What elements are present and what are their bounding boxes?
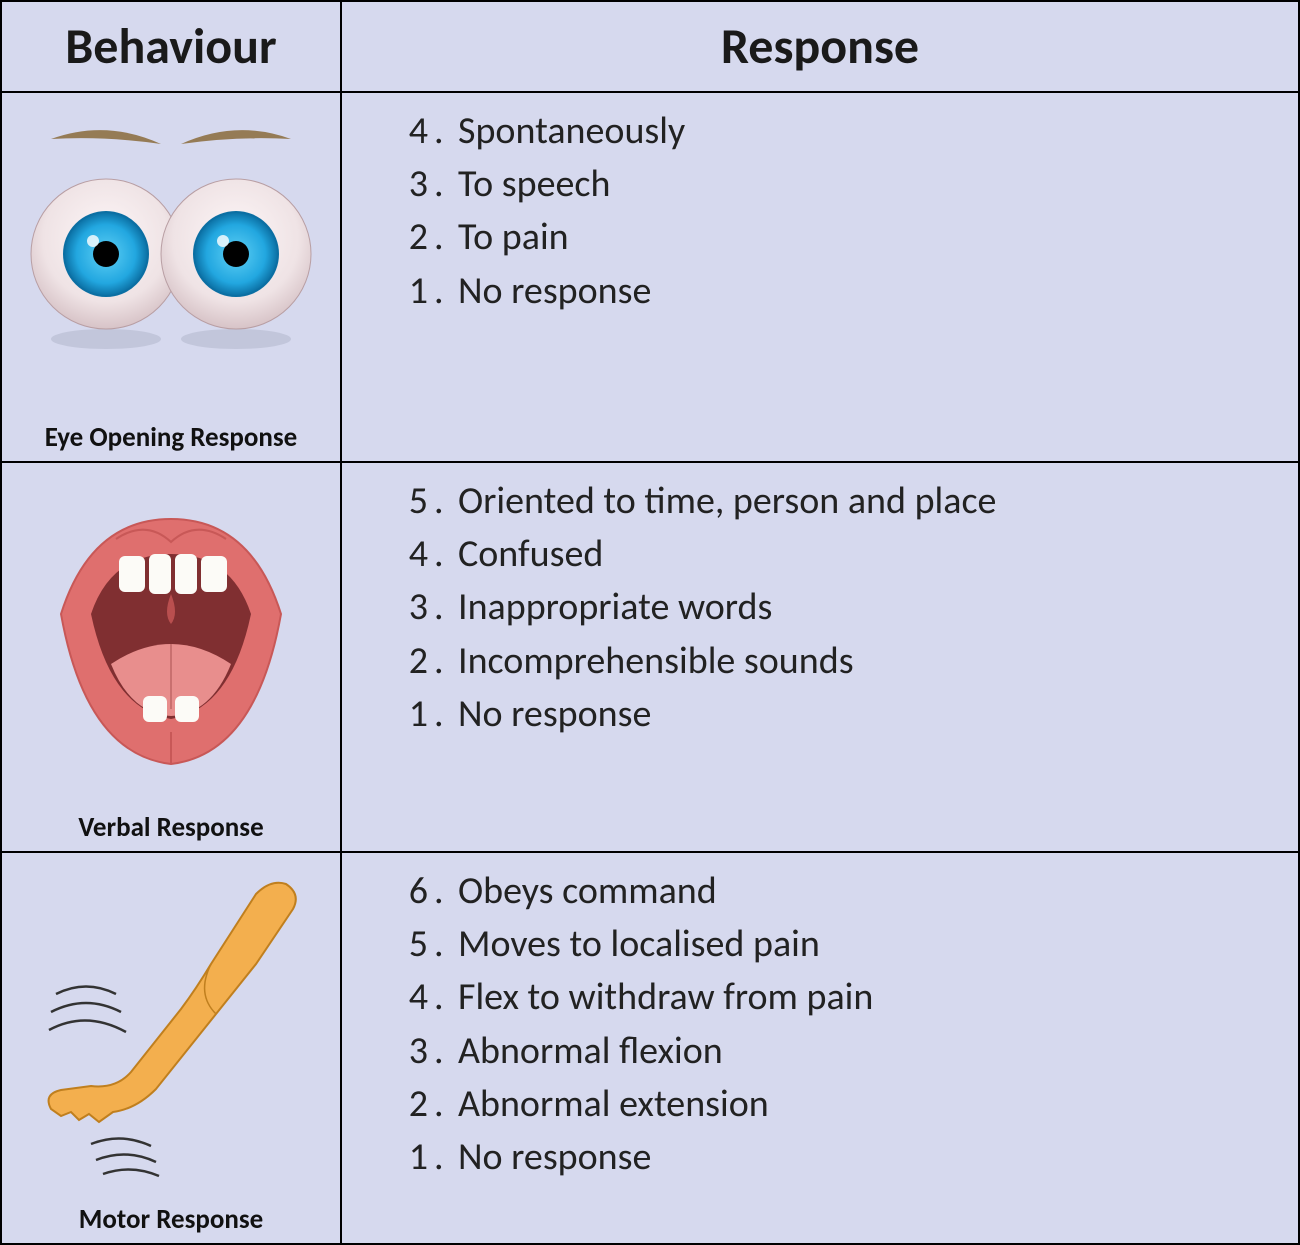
list-item: 5.Moves to localised pain <box>372 918 1298 971</box>
caption-verbal: Verbal Response <box>3 811 339 844</box>
behaviour-cell-motor: Motor Response <box>1 852 341 1244</box>
list-item: 4.Confused <box>372 528 1298 581</box>
header-row: Behaviour Response <box>1 1 1299 92</box>
response-cell-motor: 6.Obeys command 5.Moves to localised pai… <box>341 852 1299 1244</box>
header-response: Response <box>341 1 1299 92</box>
caption-motor: Motor Response <box>3 1203 339 1236</box>
eyes-icon <box>21 94 321 394</box>
list-item: 3.Inappropriate words <box>372 581 1298 634</box>
row-eye: Eye Opening Response 4.Spontaneously 3.T… <box>1 92 1299 462</box>
gcs-table: Behaviour Response <box>0 0 1300 1245</box>
response-cell-eye: 4.Spontaneously 3.To speech 2.To pain 1.… <box>341 92 1299 462</box>
list-item: 3.To speech <box>372 158 1298 211</box>
behaviour-cell-verbal: Verbal Response <box>1 462 341 852</box>
behaviour-cell-eye: Eye Opening Response <box>1 92 341 462</box>
row-verbal: Verbal Response 5.Oriented to time, pers… <box>1 462 1299 852</box>
list-item: 1.No response <box>372 1131 1298 1184</box>
row-motor: Motor Response 6.Obeys command 5.Moves t… <box>1 852 1299 1244</box>
arm-icon <box>21 854 321 1184</box>
list-item: 2.Incomprehensible sounds <box>372 635 1298 688</box>
response-list-motor: 6.Obeys command 5.Moves to localised pai… <box>372 865 1298 1184</box>
list-item: 2.To pain <box>372 211 1298 264</box>
list-item: 1.No response <box>372 688 1298 741</box>
list-item: 2.Abnormal extension <box>372 1078 1298 1131</box>
list-item: 5.Oriented to time, person and place <box>372 475 1298 528</box>
response-list-eye: 4.Spontaneously 3.To speech 2.To pain 1.… <box>372 105 1298 318</box>
list-item: 6.Obeys command <box>372 865 1298 918</box>
list-item: 1.No response <box>372 265 1298 318</box>
list-item: 4.Flex to withdraw from pain <box>372 971 1298 1024</box>
list-item: 3.Abnormal flexion <box>372 1025 1298 1078</box>
response-cell-verbal: 5.Oriented to time, person and place 4.C… <box>341 462 1299 852</box>
mouth-icon <box>21 464 321 784</box>
header-behaviour: Behaviour <box>1 1 341 92</box>
list-item: 4.Spontaneously <box>372 105 1298 158</box>
caption-eye: Eye Opening Response <box>3 421 339 454</box>
response-list-verbal: 5.Oriented to time, person and place 4.C… <box>372 475 1298 741</box>
